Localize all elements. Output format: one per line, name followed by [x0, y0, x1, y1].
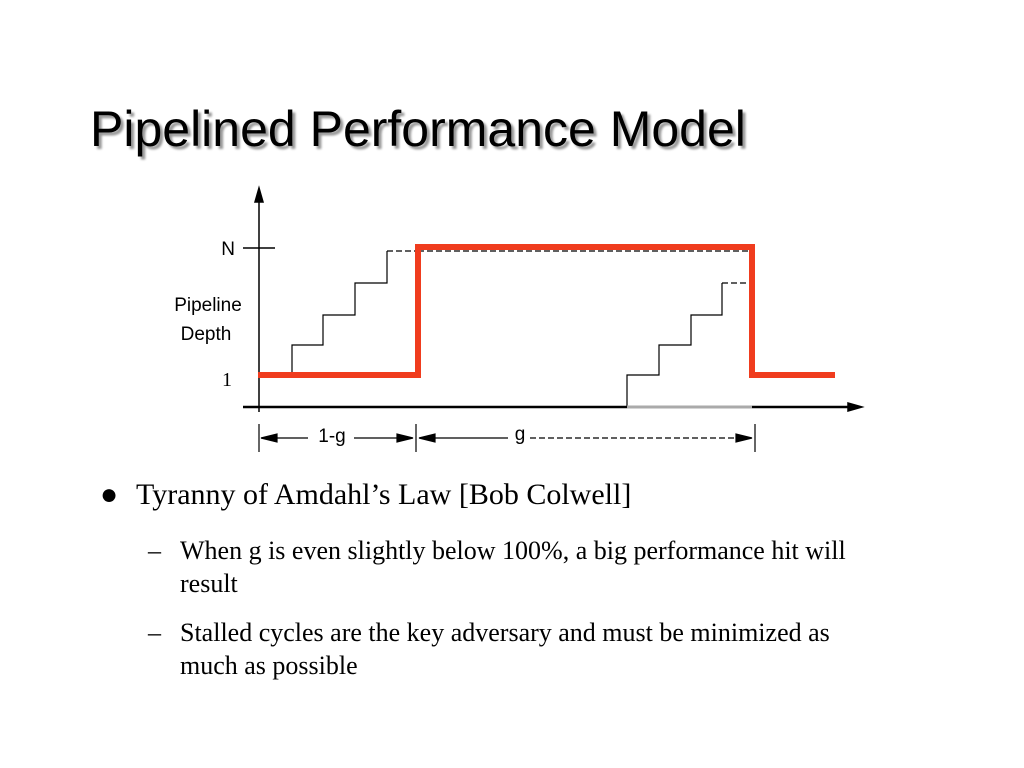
slide-title: Pipelined Performance Model — [90, 101, 746, 157]
sub-bullet-dash: – — [148, 536, 161, 565]
y-label-top: N — [221, 239, 235, 260]
bullet-dot: ● — [100, 478, 119, 511]
staircase — [291, 250, 752, 409]
dimension-lines — [258, 424, 756, 452]
bullet-text: Tyranny of Amdahl’s Law [Bob Colwell] — [136, 478, 632, 511]
y-label-bottom: 1 — [222, 369, 232, 391]
span-label: 1-g — [318, 426, 345, 447]
axes — [243, 185, 865, 412]
sub-bullet-dash: – — [148, 618, 161, 647]
axis-label: Pipeline — [174, 295, 242, 316]
sub-bullet-text: Stalled cycles are the key adversary and… — [180, 618, 830, 680]
span-label: g — [515, 424, 526, 445]
performance-line — [258, 244, 835, 378]
sub-bullet-text: When g is even slightly below 100%, a bi… — [180, 536, 846, 598]
axis-label: Depth — [181, 324, 232, 345]
